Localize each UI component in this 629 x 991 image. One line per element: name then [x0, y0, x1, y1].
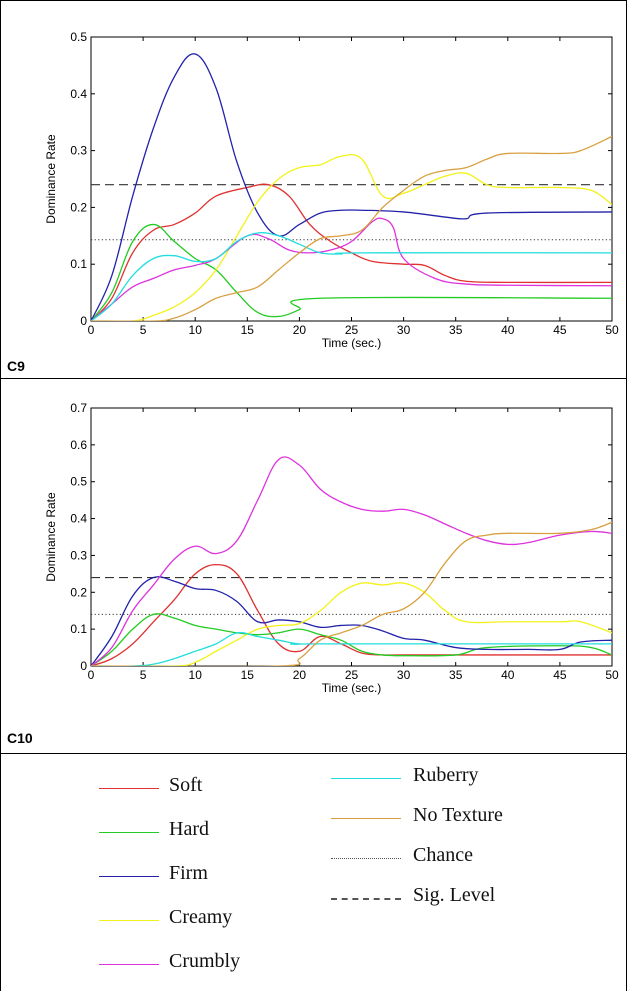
x-tick-label: 10: [189, 323, 203, 337]
y-tick-label: 0.6: [70, 438, 87, 452]
x-axis-label: Time (sec.): [322, 681, 382, 695]
x-tick-label: 45: [553, 323, 567, 337]
y-tick-label: 0: [80, 314, 87, 328]
legend-swatch-creamy: [99, 920, 159, 921]
series-line-crumbly: [91, 217, 612, 321]
legend-swatch-sig-level: [331, 898, 401, 900]
x-tick-label: 40: [501, 668, 515, 682]
y-tick-label: 0.7: [70, 401, 87, 415]
legend-label-soft: Soft: [169, 774, 203, 796]
x-tick-label: 10: [189, 668, 203, 682]
x-tick-label: 35: [449, 323, 463, 337]
legend-swatch-soft: [99, 788, 159, 789]
legend-swatch-crumbly: [99, 964, 159, 965]
x-tick-label: 45: [553, 668, 567, 682]
panel-label-c9: C9: [7, 358, 25, 374]
series-line-hard: [91, 223, 612, 321]
x-tick-label: 5: [140, 323, 147, 337]
series-line-creamy: [91, 153, 612, 321]
series-line-crumbly: [91, 456, 612, 666]
x-tick-label: 50: [605, 668, 619, 682]
series-line-firm: [91, 576, 612, 666]
series-line-no-texture: [91, 135, 612, 321]
legend-label-ruberry: Ruberry: [413, 764, 479, 786]
x-tick-label: 20: [293, 668, 307, 682]
x-tick-label: 50: [605, 323, 619, 337]
x-tick-label: 30: [397, 323, 411, 337]
legend-label-hard: Hard: [169, 818, 209, 840]
series-line-creamy: [91, 582, 612, 666]
series-line-soft: [91, 563, 612, 666]
legend-label-crumbly: Crumbly: [169, 950, 241, 972]
y-axis-label: Dominance Rate: [44, 492, 58, 582]
legend-label-no-texture: No Texture: [413, 804, 503, 826]
panel-label-c10: C10: [7, 730, 33, 746]
series-line-ruberry: [91, 631, 612, 666]
plot-area-frame: [90, 36, 613, 322]
y-tick-label: 0.4: [70, 512, 87, 526]
legend-panel: Soft Hard Firm Creamy Crumbly Ruberry No Textu…: [0, 753, 627, 991]
line-chart-c9: 0 5 10 15 20 25 30 35 40 45 50 0 0.1 0.2 0.3 0.4 0.5 Time…: [44, 30, 619, 350]
series-line-no-texture: [91, 521, 612, 666]
y-tick-label: 0.5: [70, 475, 87, 489]
x-tick-label: 20: [293, 323, 307, 337]
legend-label-firm: Firm: [169, 862, 208, 884]
y-tick-label: 0.1: [70, 622, 87, 636]
x-tick-label: 25: [345, 323, 359, 337]
legend-label-chance: Chance: [413, 844, 473, 866]
x-tick-label: 25: [345, 668, 359, 682]
x-tick-label: 40: [501, 323, 515, 337]
y-tick-label: 0.2: [70, 585, 87, 599]
y-tick-label: 0.2: [70, 200, 87, 214]
legend-swatch-firm: [99, 876, 159, 877]
x-tick-label: 30: [397, 668, 411, 682]
y-axis-label: Dominance Rate: [44, 134, 58, 224]
series-group: [91, 53, 612, 321]
legend-swatch-chance: [331, 858, 401, 859]
legend-label-creamy: Creamy: [169, 906, 233, 928]
y-tick-label: 0.4: [70, 87, 87, 101]
legend-swatch-hard: [99, 832, 159, 833]
y-tick-label: 0.1: [70, 257, 87, 271]
series-line-soft: [91, 183, 612, 321]
legend-swatch-ruberry: [331, 778, 401, 779]
x-tick-label: 0: [88, 323, 95, 337]
x-tick-label: 5: [140, 668, 147, 682]
series-line-ruberry: [91, 232, 612, 321]
y-tick-label: 0.5: [70, 30, 87, 44]
chart-panel-c9: 0 5 10 15 20 25 30 35 40 45 50 0 0.1 0.2 0.3 0.4 0.5 Time…: [0, 0, 627, 379]
y-tick-label: 0: [80, 659, 87, 673]
y-tick-label: 0.3: [70, 548, 87, 562]
x-tick-label: 15: [241, 668, 255, 682]
x-tick-label: 0: [88, 668, 95, 682]
y-tick-label: 0.3: [70, 144, 87, 158]
plot-area-frame: [90, 407, 613, 667]
series-group: [91, 456, 612, 666]
chart-panel-c10: 0 5 10 15 20 25 30 35 40 45 50 0 0.1 0.2 0.3 0.4 0.5 0.6 0…: [0, 378, 627, 754]
x-tick-label: 35: [449, 668, 463, 682]
x-tick-label: 15: [241, 323, 255, 337]
legend-label-sig-level: Sig. Level: [413, 884, 496, 906]
line-chart-c10: 0 5 10 15 20 25 30 35 40 45 50 0 0.1 0.2 0.3 0.4 0.5 0.6 0…: [44, 401, 619, 695]
x-axis-label: Time (sec.): [322, 336, 382, 350]
legend-swatch-no-texture: [331, 818, 401, 819]
